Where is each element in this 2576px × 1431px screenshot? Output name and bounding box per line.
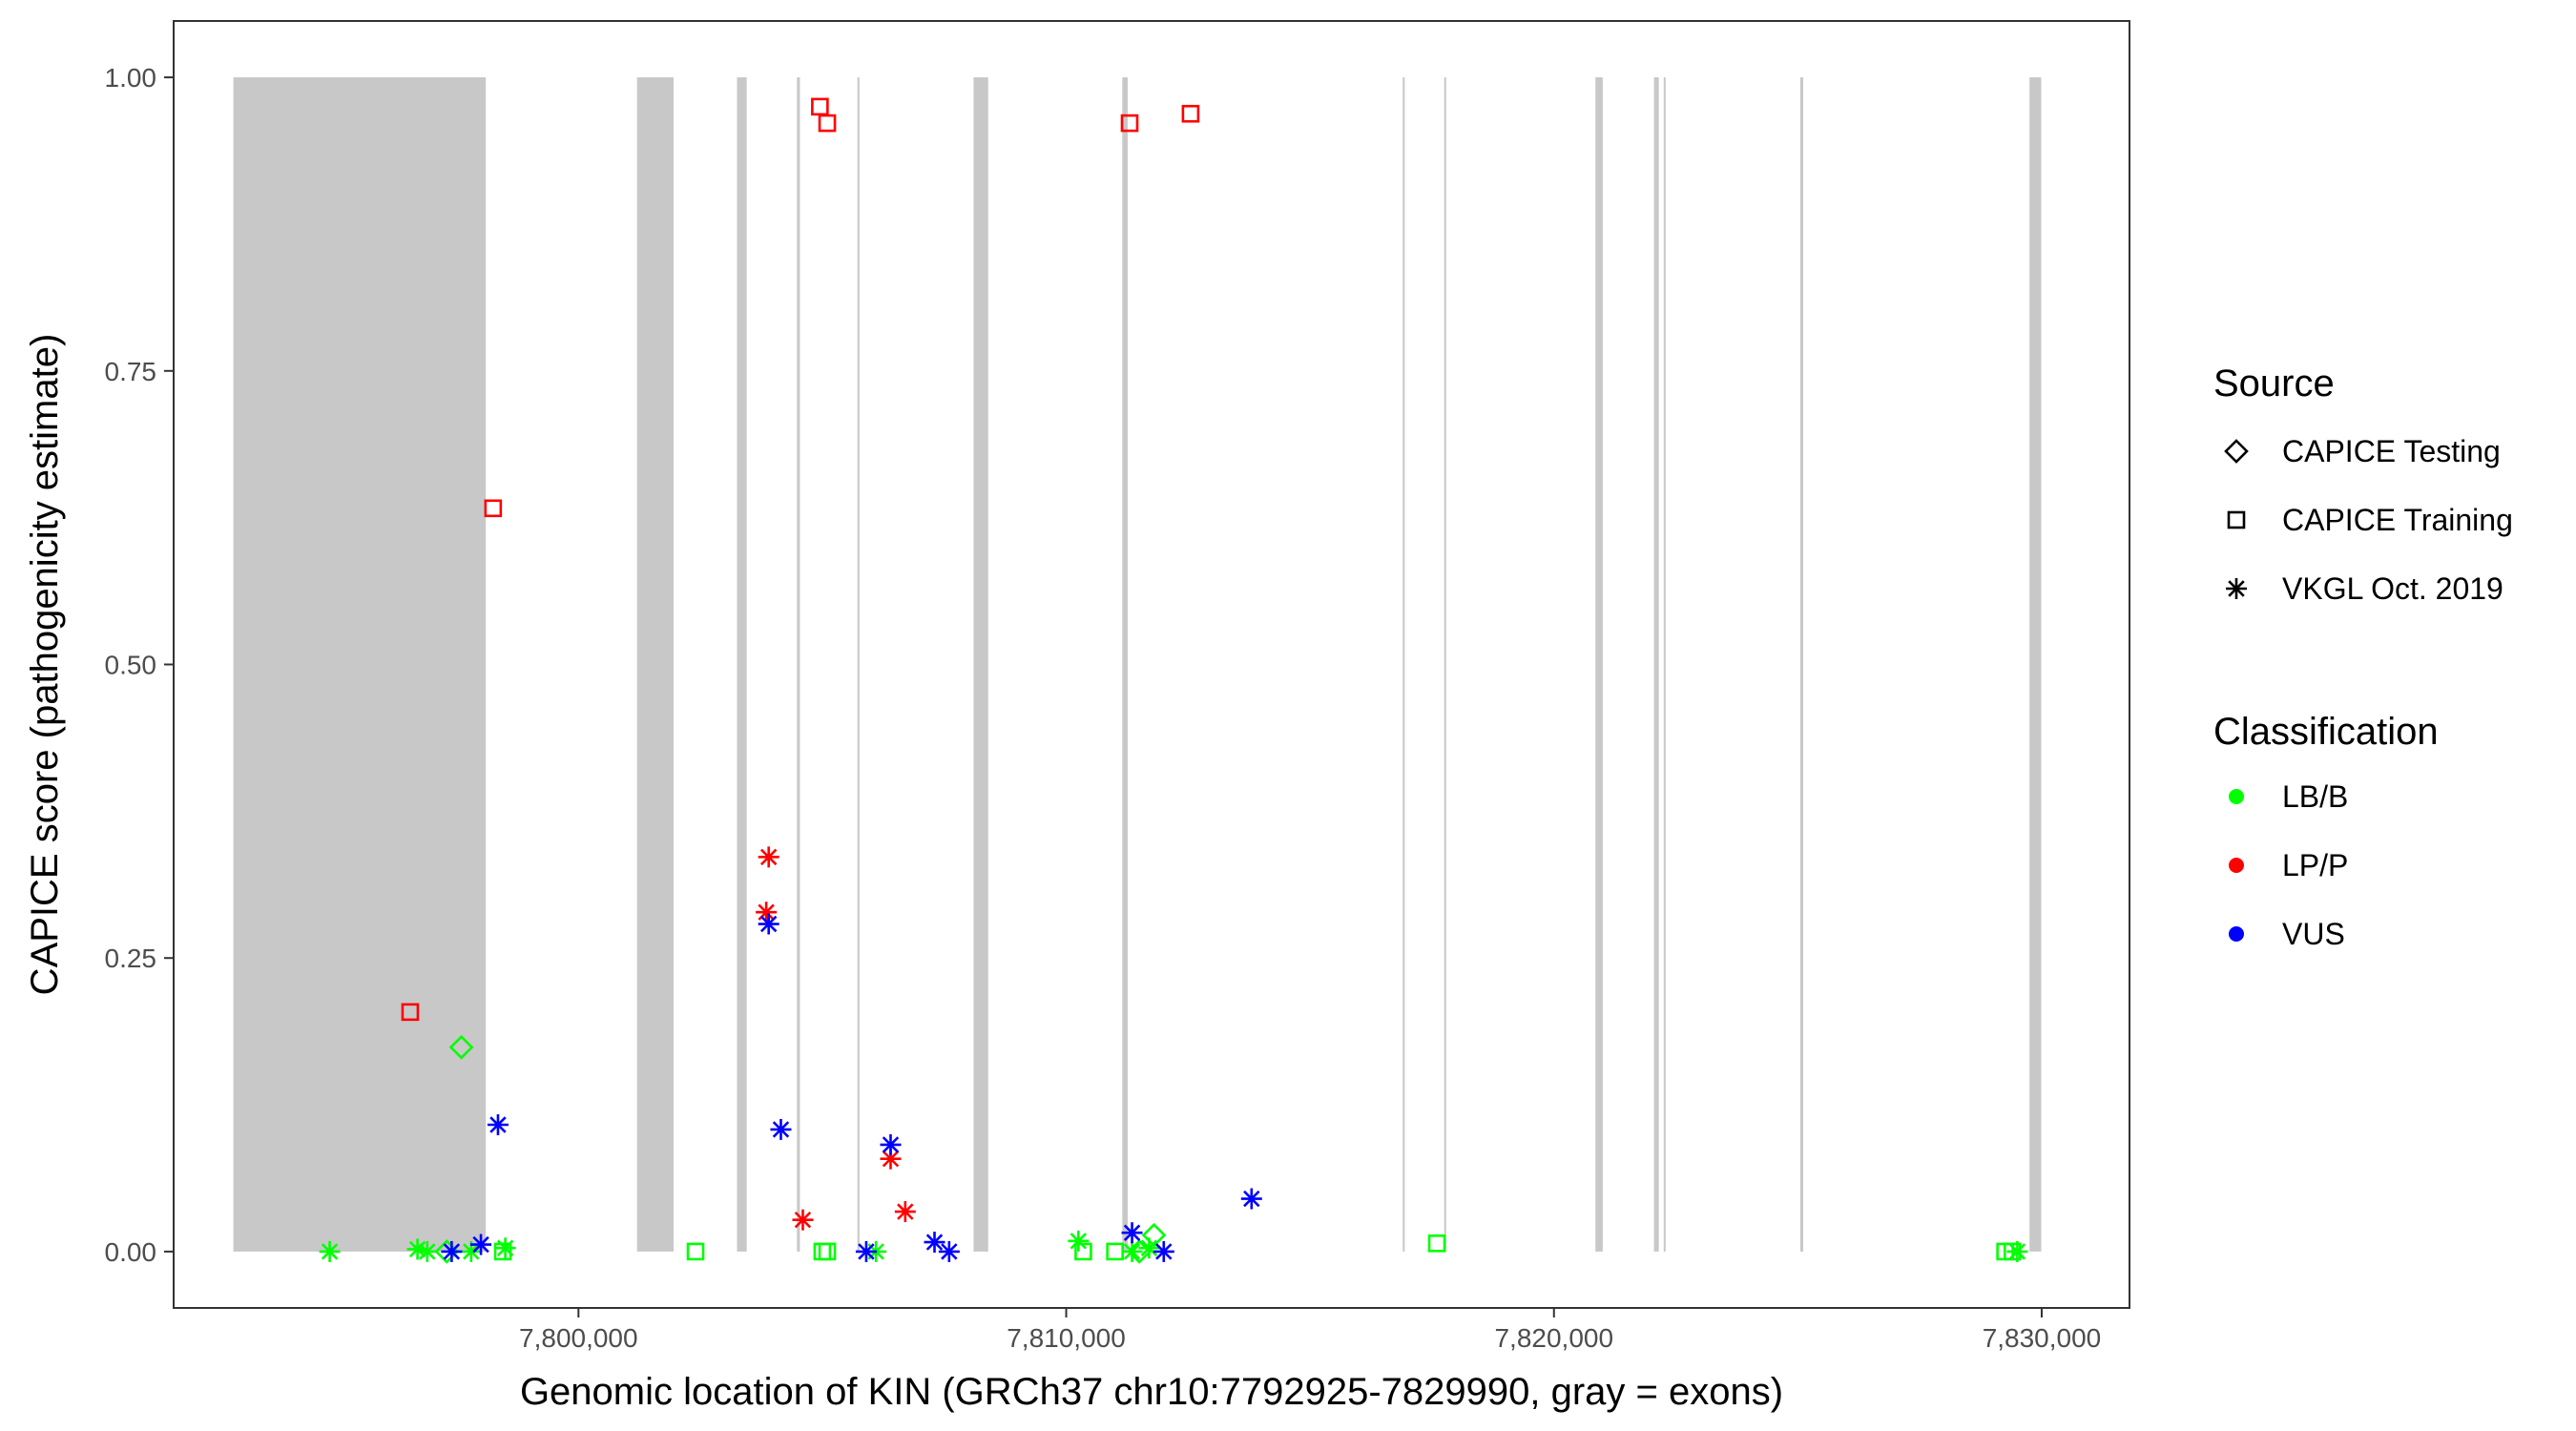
x-tick-label: 7,830,000: [1983, 1323, 2102, 1353]
legend-class-key: [2229, 926, 2244, 942]
exon-bands: [233, 77, 2042, 1252]
data-point: [894, 1201, 916, 1223]
data-point: [855, 1240, 877, 1262]
x-tick-label: 7,820,000: [1494, 1323, 1613, 1353]
data-point: [758, 913, 779, 935]
data-point: [1074, 1242, 1092, 1261]
legend-class-key: [2229, 789, 2244, 804]
y-tick-label: 0.00: [105, 1237, 157, 1267]
y-tick-label: 0.25: [105, 944, 157, 973]
exon-band: [857, 77, 860, 1252]
data-point: [758, 846, 779, 868]
exon-band: [797, 77, 800, 1252]
data-point: [686, 1242, 705, 1261]
exon-band: [737, 77, 747, 1252]
data-points: [319, 97, 2028, 1264]
y-tick-label: 0.50: [105, 651, 157, 680]
data-point: [880, 1133, 902, 1155]
data-point: [487, 1113, 509, 1135]
legend: Source CAPICE Testing CAPICE Training VKGL…: [2213, 363, 2513, 951]
data-point: [818, 1242, 837, 1261]
data-point: [401, 1003, 420, 1022]
data-point: [818, 114, 837, 133]
data-point: [1141, 1222, 1167, 1248]
plot-area: [173, 20, 2130, 1309]
exon-band: [1663, 77, 1666, 1252]
legend-source-items: CAPICE Testing CAPICE Training VKGL Oct. 2…: [2224, 434, 2513, 606]
exon-band: [2029, 77, 2042, 1252]
y-tick-label: 0.75: [105, 357, 157, 386]
data-point: [1121, 1240, 1143, 1262]
data-point: [484, 499, 503, 518]
plot-panel: [174, 21, 2129, 1308]
legend-source-title: Source: [2213, 363, 2335, 404]
x-tick-label: 7,810,000: [1007, 1323, 1126, 1353]
legend-class-label: VUS: [2282, 917, 2345, 951]
data-point: [1240, 1188, 1262, 1210]
data-point: [1120, 114, 1139, 133]
legend-classification-items: LB/B LP/P VUS: [2229, 779, 2348, 951]
x-axis-title: Genomic location of KIN (GRCh37 chr10:77…: [520, 1371, 1783, 1413]
legend-classification-title: Classification: [2213, 711, 2439, 753]
data-point: [1138, 1237, 1160, 1259]
legend-source-label: CAPICE Testing: [2282, 434, 2501, 468]
data-point: [1181, 104, 1200, 123]
data-point: [448, 1034, 474, 1060]
data-point: [770, 1118, 792, 1140]
data-point: [1068, 1230, 1090, 1252]
data-point: [470, 1234, 492, 1255]
data-point: [1153, 1240, 1174, 1262]
exon-band: [636, 77, 675, 1252]
exon-band: [1444, 77, 1446, 1252]
x-tick-label: 7,800,000: [519, 1323, 638, 1353]
data-point: [319, 1240, 341, 1262]
legend-source-key: [2224, 439, 2249, 464]
exon-band: [1122, 77, 1128, 1252]
data-point: [416, 1240, 438, 1262]
exon-band: [1653, 77, 1659, 1252]
y-tick-label: 1.00: [105, 63, 157, 93]
legend-source-label: CAPICE Training: [2282, 503, 2513, 537]
data-point: [494, 1237, 516, 1259]
y-axis: 0.00 0.25 0.50 0.75 1.00: [105, 63, 174, 1267]
data-point: [1427, 1234, 1446, 1253]
exon-band: [233, 77, 487, 1252]
data-point: [441, 1240, 463, 1262]
data-point: [924, 1232, 945, 1254]
x-axis: 7,800,000 7,810,000 7,820,000 7,830,000: [519, 1308, 2101, 1353]
data-point: [938, 1240, 960, 1262]
legend-source-key: [2227, 510, 2246, 529]
exon-band: [973, 77, 988, 1252]
y-axis-title: CAPICE score (pathogenicity estimate): [24, 334, 66, 996]
exon-band: [1799, 77, 1803, 1252]
legend-class-label: LB/B: [2282, 779, 2348, 814]
exon-band: [1402, 77, 1405, 1252]
legend-source-label: VKGL Oct. 2019: [2282, 571, 2503, 606]
data-point: [1121, 1222, 1143, 1244]
exon-band: [1595, 77, 1603, 1252]
legend-source-key: [2226, 578, 2247, 599]
data-point: [792, 1209, 814, 1231]
legend-class-label: LP/P: [2282, 848, 2348, 882]
data-point: [2006, 1240, 2028, 1262]
legend-class-key: [2229, 858, 2244, 873]
